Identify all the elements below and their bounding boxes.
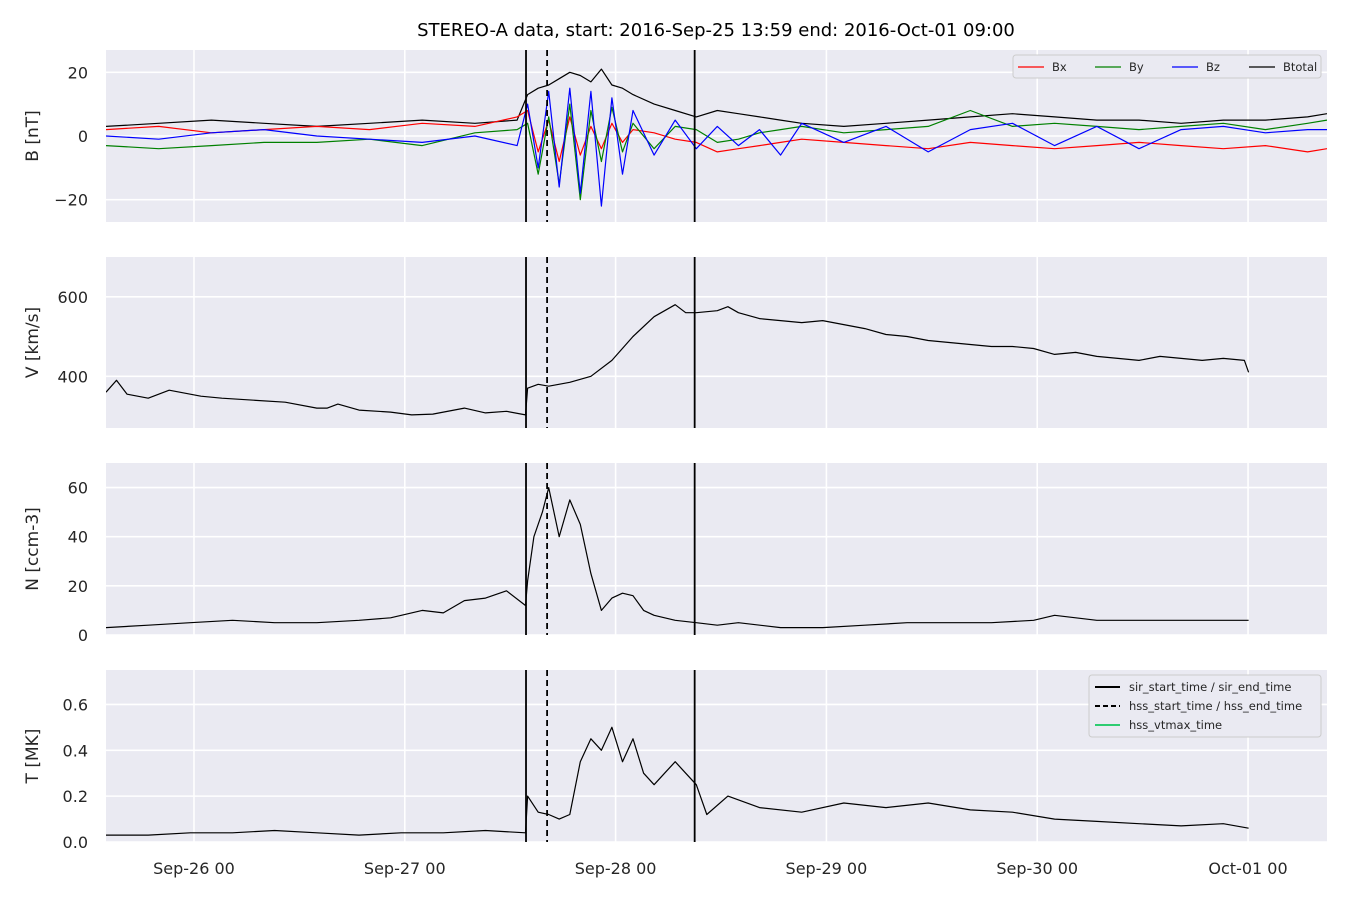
panels: 20 0 −20 B [nT] 600 400 V [km/s] 60 40 20 0 N [ccm-… [23, 50, 1327, 878]
y-tick-label: −20 [54, 191, 88, 210]
y-tick-label: 0.4 [63, 741, 88, 760]
x-tick-label: Sep-27 00 [364, 859, 446, 878]
y-tick-label: 0 [78, 127, 88, 146]
y-tick-label: 0 [78, 626, 88, 645]
velocity-series-group [106, 304, 1250, 416]
legend-label-bx: Bx [1052, 60, 1067, 74]
y-tick-label: 20 [68, 577, 88, 596]
density-panel: 60 40 20 0 N [ccm-3] [23, 463, 1327, 645]
series-bx [106, 109, 1327, 163]
y-tick-label: 40 [68, 528, 88, 547]
event-legend-label: sir_start_time / sir_end_time [1129, 680, 1291, 694]
event-legend-box [1088, 674, 1322, 738]
y-tick-label: 400 [57, 367, 88, 386]
velocity-background [106, 257, 1327, 428]
legend-label-by: By [1129, 60, 1144, 74]
event-legend: sir_start_time / sir_end_time hss_start_t… [1088, 674, 1322, 738]
x-tick-label: Sep-26 00 [153, 859, 235, 878]
y-tick-label: 600 [57, 288, 88, 307]
b-field-legend-box [1012, 54, 1322, 79]
density-series-group [106, 487, 1249, 629]
b-field-series-group [106, 68, 1327, 207]
density-background [106, 463, 1327, 635]
legend-label-btotal: Btotal [1283, 60, 1317, 74]
event-legend-label: hss_vtmax_time [1129, 718, 1222, 732]
y-tick-label: 0.6 [63, 695, 88, 714]
x-tick-label: Oct-01 00 [1208, 859, 1287, 878]
series-line [106, 304, 1250, 416]
y-tick-label: 20 [68, 63, 88, 82]
legend-label-bz: Bz [1206, 60, 1220, 74]
b-field-y-axis-label: B [nT] [23, 110, 43, 162]
series-bz [106, 87, 1327, 207]
x-tick-label: Sep-29 00 [786, 859, 868, 878]
temperature-y-axis-label: T [MK] [23, 729, 43, 785]
x-tick-label: Sep-30 00 [996, 859, 1078, 878]
velocity-y-axis-label: V [km/s] [23, 307, 43, 378]
y-tick-label: 0.2 [63, 787, 88, 806]
series-line [106, 487, 1249, 629]
series-line [106, 726, 1249, 836]
y-tick-label: 0.0 [63, 833, 88, 852]
velocity-panel: 600 400 V [km/s] [23, 257, 1327, 428]
x-tick-label: Sep-28 00 [575, 859, 657, 878]
event-legend-label: hss_start_time / hss_end_time [1129, 699, 1302, 713]
b-field-panel: 20 0 −20 B [nT] [23, 50, 1327, 222]
series-btotal [106, 68, 1327, 128]
series-by [106, 103, 1327, 201]
density-y-axis-label: N [ccm-3] [23, 507, 43, 591]
figure-title: STEREO-A data, start: 2016-Sep-25 13:59 … [417, 20, 1015, 41]
b-field-legend: Bx By Bz Btotal [1012, 54, 1322, 79]
y-tick-label: 60 [68, 479, 88, 498]
temperature-series-group [106, 726, 1249, 836]
